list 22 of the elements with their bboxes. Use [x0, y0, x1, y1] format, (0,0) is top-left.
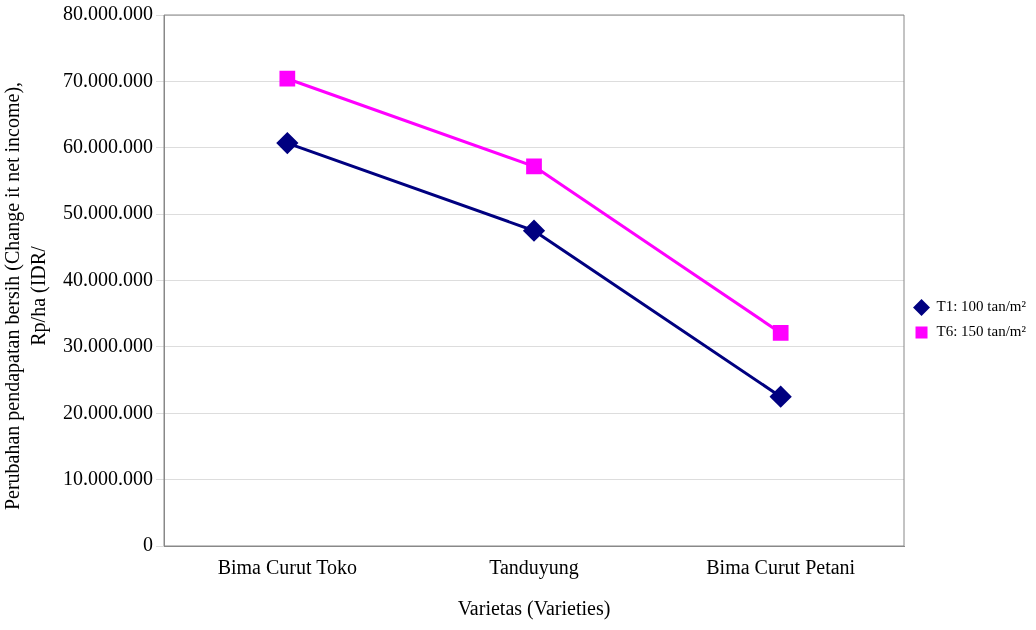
point [276, 132, 298, 154]
point [523, 220, 545, 242]
y-tick-label: 60.000.000 [63, 135, 153, 157]
y-tick-label: 50.000.000 [63, 201, 153, 224]
x-tick-label: Tanduyung [489, 556, 579, 580]
y-tick-label: 30.000.000 [63, 334, 153, 357]
y-tick-label: 20.000.000 [63, 400, 153, 423]
y-tick-label: 70.000.000 [63, 68, 153, 91]
legend-label: T1: 100 tan/m² [936, 298, 1027, 315]
point [279, 70, 296, 87]
x-tick-label: Bima Curut Toko [217, 556, 358, 579]
y-tick-label: 0 [143, 533, 153, 556]
x-tick-label: Bima Curut Petani [706, 556, 856, 579]
y-axis-title: Perubahan pendapatan bersih (Change it net income), Rp/ha (IDR/ [0, 80, 51, 513]
y-tick-label: 80.000.000 [63, 2, 153, 25]
y-tick-label: 10.000.000 [63, 466, 153, 489]
point [772, 325, 789, 341]
legend-label: T6: 150 tan/m² [936, 323, 1027, 340]
point [770, 386, 792, 408]
y-tick-label: 40.000.000 [63, 267, 153, 290]
point [526, 158, 542, 175]
x-axis-title: Varietas (Varieties) [457, 597, 611, 621]
